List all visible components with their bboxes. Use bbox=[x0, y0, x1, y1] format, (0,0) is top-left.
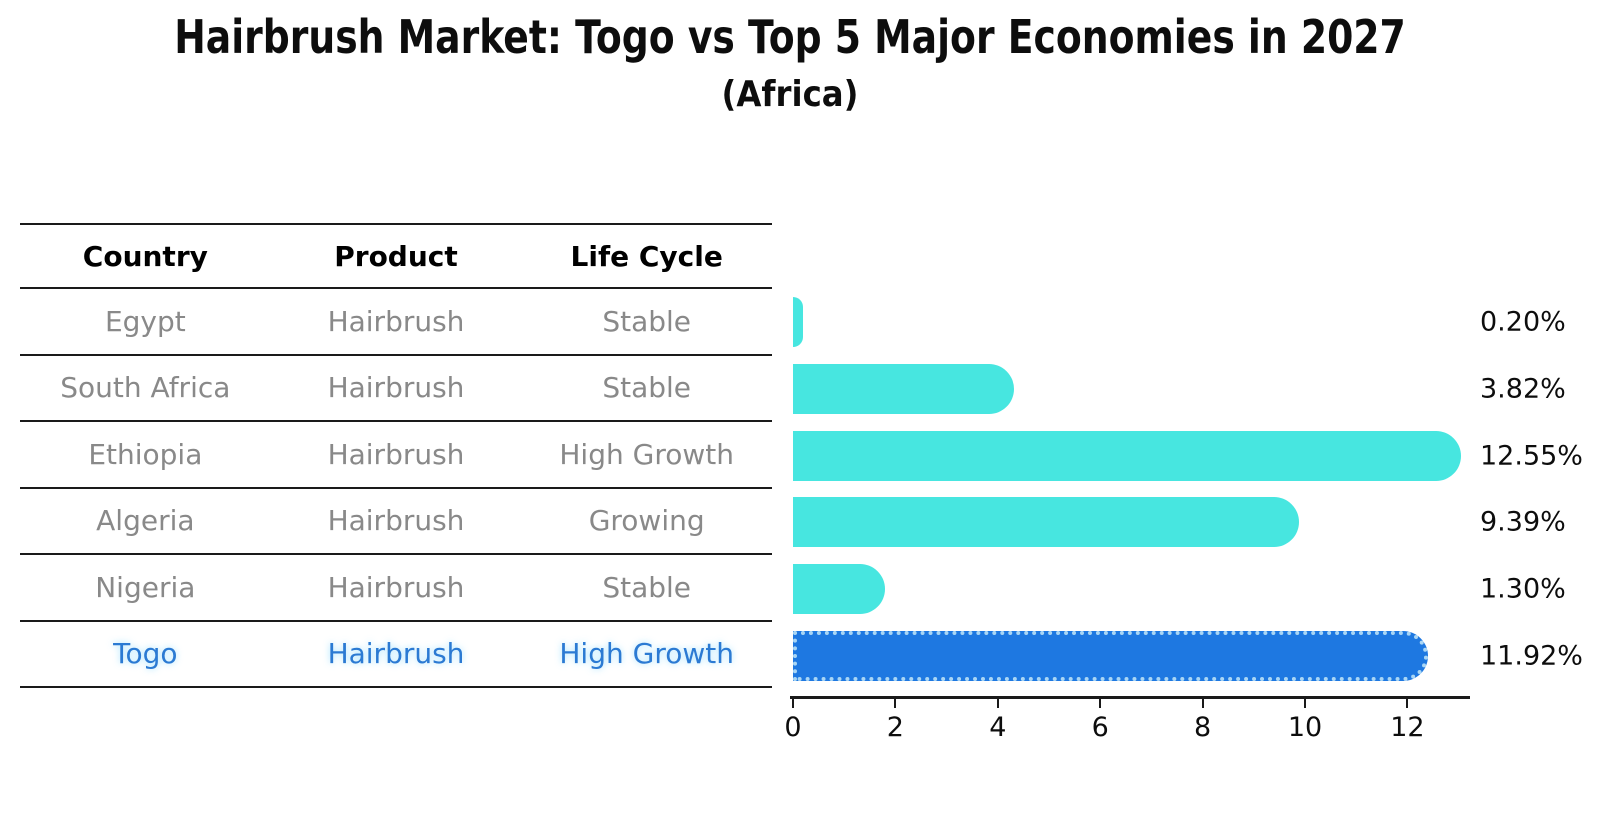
table-row: Algeria Hairbrush Growing bbox=[20, 489, 772, 555]
table-row: Ethiopia Hairbrush High Growth bbox=[20, 422, 772, 489]
x-axis-tick-label: 0 bbox=[784, 712, 802, 743]
column-header-country: Country bbox=[82, 239, 208, 273]
bar-south-africa bbox=[793, 364, 1014, 414]
x-axis-tick-label: 6 bbox=[1091, 712, 1109, 743]
table-cell-life-cycle: Stable bbox=[602, 570, 692, 604]
x-axis-tick-mark bbox=[792, 698, 794, 708]
table-cell-country: Egypt bbox=[104, 304, 186, 338]
table-cell-product: Hairbrush bbox=[327, 437, 465, 471]
x-axis-line bbox=[790, 696, 1470, 699]
bar-algeria bbox=[793, 497, 1299, 548]
bar-value-label: 0.20% bbox=[1480, 306, 1566, 338]
bar-value-label: 12.55% bbox=[1480, 440, 1583, 472]
bar-value-label: 1.30% bbox=[1480, 573, 1566, 605]
column-header-product: Product bbox=[334, 239, 458, 273]
table-row: Nigeria Hairbrush Stable bbox=[20, 555, 772, 622]
column-header-life-cycle: Life Cycle bbox=[570, 239, 723, 273]
x-axis-tick-mark bbox=[1201, 698, 1204, 708]
table-cell-product: Hairbrush bbox=[327, 371, 465, 405]
table-cell-country: South Africa bbox=[60, 371, 231, 405]
x-axis-tick-mark bbox=[1304, 698, 1306, 708]
x-axis-tick-label: 2 bbox=[886, 712, 904, 743]
bar-egypt bbox=[793, 297, 804, 348]
table-header-row: Country Product Life Cycle bbox=[20, 225, 772, 289]
x-axis-tick-mark bbox=[1406, 698, 1409, 708]
table-cell-life-cycle: High Growth bbox=[559, 437, 734, 471]
country-table: Country Product Life Cycle Egypt Hairbrus… bbox=[20, 223, 772, 688]
table-cell-life-cycle: Growing bbox=[588, 504, 705, 538]
bar-ethiopia bbox=[793, 430, 1461, 481]
bar-togo bbox=[793, 630, 1429, 681]
table-row: Togo Hairbrush High Growth bbox=[20, 622, 772, 688]
table-cell-product: Hairbrush bbox=[327, 504, 465, 538]
x-axis-tick-label: 10 bbox=[1287, 712, 1323, 743]
chart-title: Hairbrush Market: Togo vs Top 5 Major Ec… bbox=[174, 10, 1406, 64]
table-cell-life-cycle: High Growth bbox=[559, 637, 734, 671]
table-cell-life-cycle: Stable bbox=[602, 304, 692, 338]
bar-value-label: 11.92% bbox=[1480, 640, 1583, 672]
table-cell-life-cycle: Stable bbox=[602, 371, 692, 405]
x-axis-tick-mark bbox=[996, 698, 999, 708]
x-axis-tick-label: 12 bbox=[1390, 712, 1425, 743]
table-row: Egypt Hairbrush Stable bbox=[20, 289, 772, 356]
bar-value-label: 3.82% bbox=[1480, 373, 1566, 405]
table-cell-product: Hairbrush bbox=[327, 570, 465, 604]
x-axis-tick-mark bbox=[1099, 698, 1102, 708]
table-body: Egypt Hairbrush Stable South Africa Hairbrus… bbox=[20, 289, 772, 688]
table-cell-country: Algeria bbox=[96, 504, 195, 538]
table-cell-country: Togo bbox=[113, 637, 178, 671]
x-axis-tick-label: 4 bbox=[989, 712, 1007, 743]
table-cell-country: Nigeria bbox=[95, 570, 196, 604]
table-cell-product: Hairbrush bbox=[327, 304, 465, 338]
x-axis-tick-label: 8 bbox=[1194, 712, 1212, 743]
bar-nigeria bbox=[793, 564, 885, 614]
chart-subtitle: (Africa) bbox=[721, 74, 859, 115]
table-cell-country: Ethiopia bbox=[88, 437, 203, 471]
table-cell-product: Hairbrush bbox=[327, 637, 465, 671]
x-axis-tick-mark bbox=[894, 698, 897, 708]
bar-value-label: 9.39% bbox=[1480, 506, 1566, 538]
table-row: South Africa Hairbrush Stable bbox=[20, 356, 772, 422]
